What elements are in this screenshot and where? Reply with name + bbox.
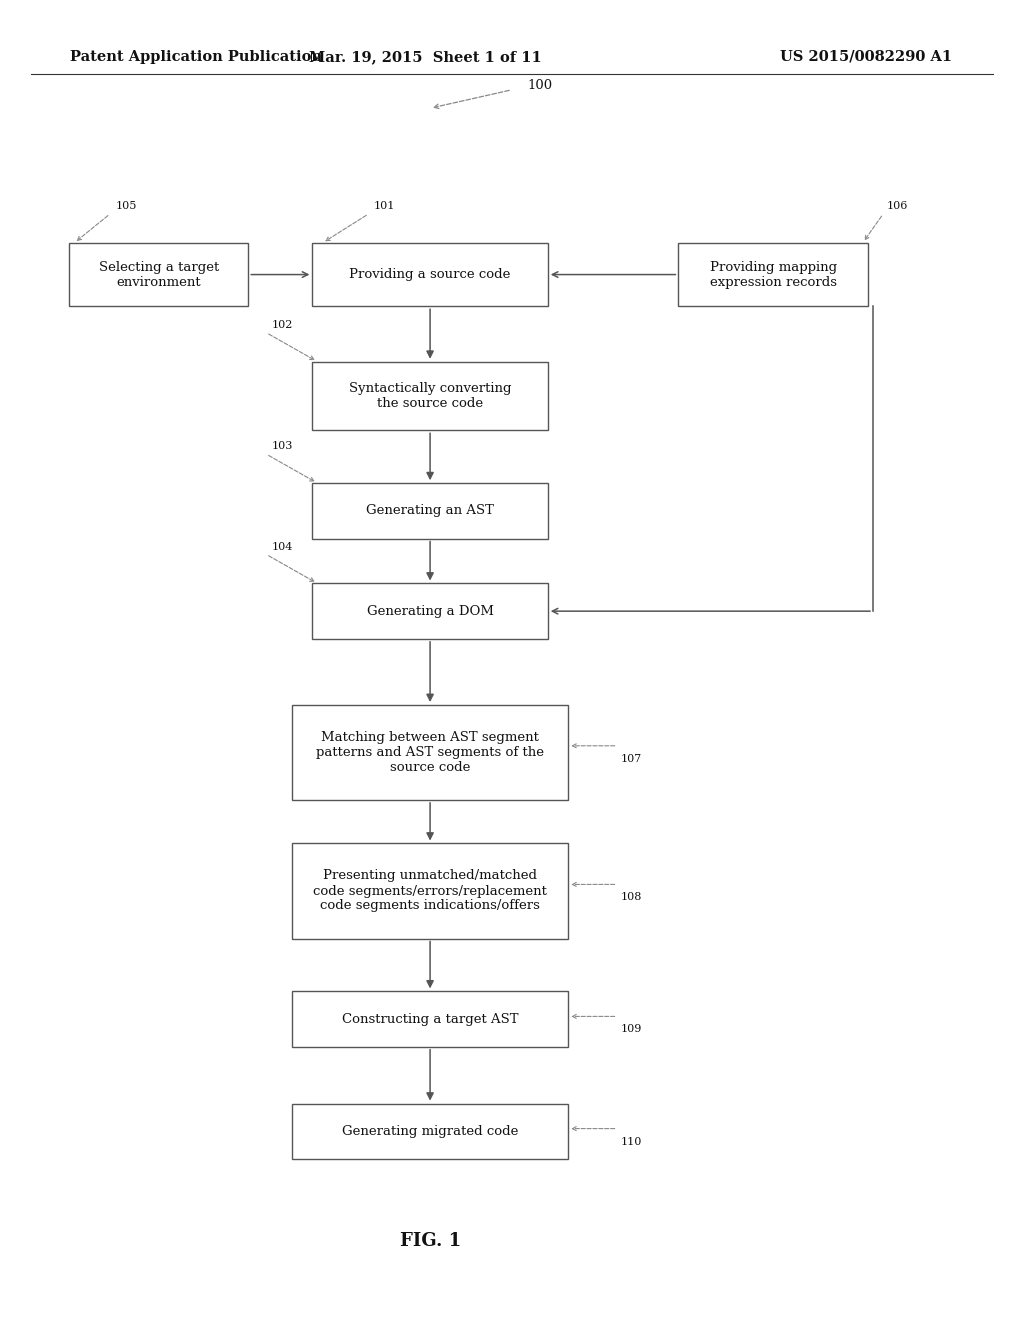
- FancyBboxPatch shape: [292, 1104, 568, 1159]
- Text: Providing a source code: Providing a source code: [349, 268, 511, 281]
- Text: FIG. 1: FIG. 1: [399, 1232, 461, 1250]
- Text: Mar. 19, 2015  Sheet 1 of 11: Mar. 19, 2015 Sheet 1 of 11: [308, 50, 542, 63]
- FancyBboxPatch shape: [292, 991, 568, 1047]
- FancyBboxPatch shape: [312, 362, 548, 430]
- FancyBboxPatch shape: [678, 243, 867, 306]
- Text: Selecting a target
environment: Selecting a target environment: [98, 260, 219, 289]
- FancyBboxPatch shape: [70, 243, 248, 306]
- FancyBboxPatch shape: [312, 243, 548, 306]
- Text: Generating an AST: Generating an AST: [367, 504, 494, 517]
- Text: 106: 106: [887, 201, 907, 211]
- Text: Syntactically converting
the source code: Syntactically converting the source code: [349, 381, 511, 411]
- Text: 103: 103: [271, 441, 293, 451]
- Text: Providing mapping
expression records: Providing mapping expression records: [710, 260, 837, 289]
- Text: Constructing a target AST: Constructing a target AST: [342, 1012, 518, 1026]
- Text: Presenting unmatched/matched
code segments/errors/replacement
code segments indi: Presenting unmatched/matched code segmen…: [313, 870, 547, 912]
- FancyBboxPatch shape: [292, 843, 568, 939]
- Text: 101: 101: [374, 201, 395, 211]
- Text: 104: 104: [271, 541, 293, 552]
- Text: 102: 102: [271, 319, 293, 330]
- FancyBboxPatch shape: [312, 583, 548, 639]
- Text: Generating migrated code: Generating migrated code: [342, 1125, 518, 1138]
- Text: 100: 100: [527, 79, 553, 92]
- Text: Patent Application Publication: Patent Application Publication: [70, 50, 322, 63]
- Text: 109: 109: [621, 1024, 642, 1035]
- Text: 107: 107: [621, 754, 642, 764]
- Text: 105: 105: [116, 201, 136, 211]
- Text: US 2015/0082290 A1: US 2015/0082290 A1: [780, 50, 952, 63]
- Text: Matching between AST segment
patterns and AST segments of the
source code: Matching between AST segment patterns an…: [316, 731, 544, 774]
- FancyBboxPatch shape: [292, 705, 568, 800]
- Text: 110: 110: [621, 1137, 642, 1147]
- Text: 108: 108: [621, 892, 642, 903]
- Text: Generating a DOM: Generating a DOM: [367, 605, 494, 618]
- FancyBboxPatch shape: [312, 483, 548, 539]
